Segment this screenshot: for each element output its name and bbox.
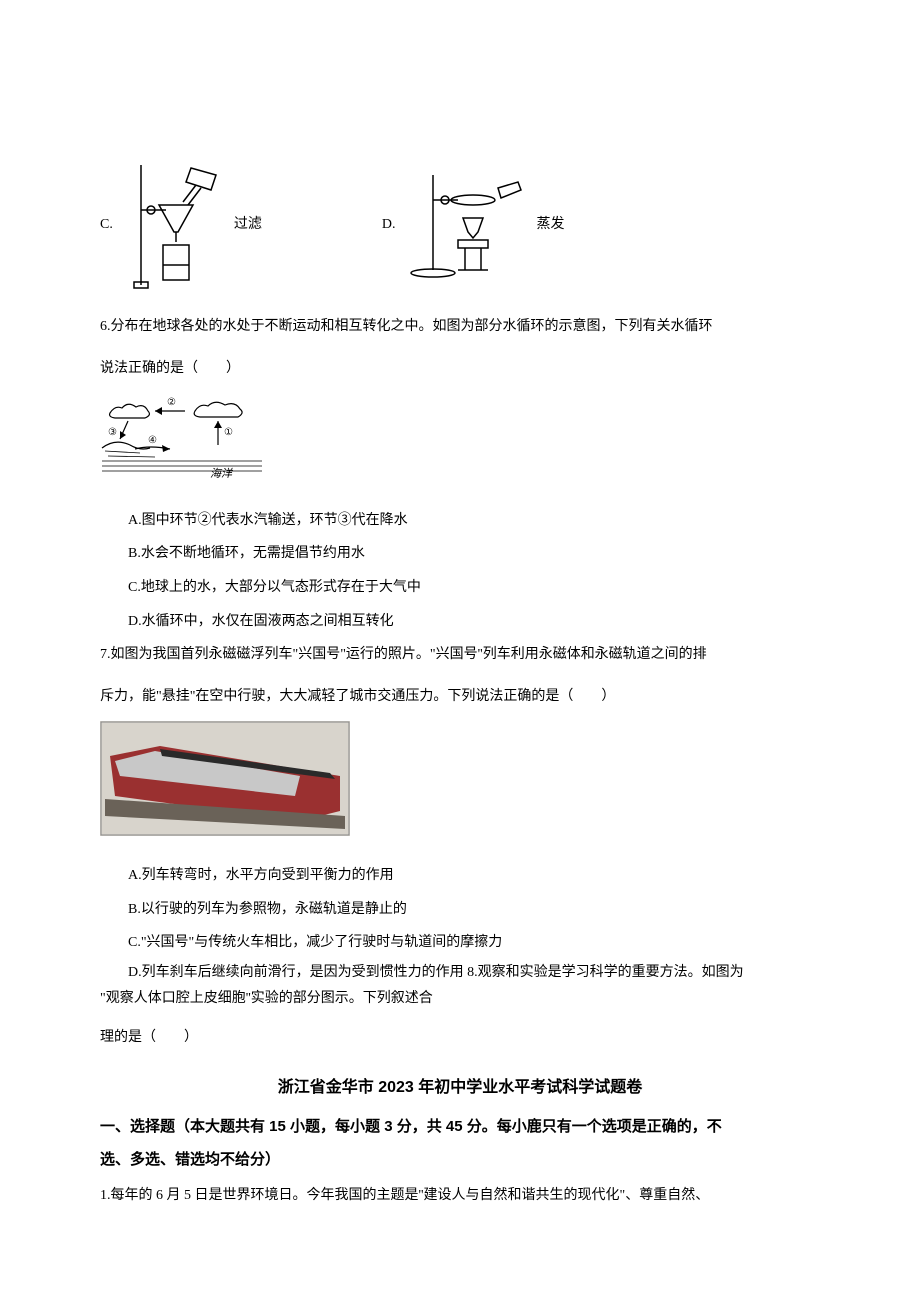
options-c-d-row: C. 过滤 D.: [100, 160, 820, 290]
filter-icon: [121, 160, 226, 290]
sea-label: 海洋: [210, 467, 234, 480]
filter-diagram: [121, 160, 226, 290]
q6-text-line2: 说法正确的是（ ）: [100, 352, 820, 386]
water-cycle-icon: ② ① ③ ④ 海洋: [100, 393, 265, 481]
q7-text-line1: 7.如图为我国首列永磁磁浮列车"兴国号"运行的照片。"兴国号''列车利用永磁体和…: [100, 638, 820, 672]
q7-text-line3: "观察人体口腔上皮细胞''实验的部分图示。下列叙述合: [100, 986, 820, 1013]
option-d-text: 蒸发: [536, 212, 564, 239]
train-photo-container: [100, 721, 820, 847]
q6-option-b: B.水会不断地循环，无需提倡节约用水: [100, 537, 820, 571]
option-d-label: D.: [382, 212, 396, 239]
q7-option-b: B.以行驶的列车为参照物，永磁轨道是静止的: [100, 893, 820, 927]
q7-text-line2: 斥力，能"悬挂"在空中行驶，大大减轻了城市交通压力。下列说法正确的是（ ）: [100, 680, 820, 714]
q7-option-c: C."兴国号"与传统火车相比，减少了行驶时与轨道间的摩擦力: [100, 926, 820, 960]
option-d: D. 蒸发: [382, 170, 565, 280]
option-c-text: 过滤: [234, 212, 262, 239]
train-photo: [100, 721, 350, 836]
label-1: ①: [224, 427, 233, 438]
label-4: ④: [148, 435, 157, 446]
q6-option-d: D.水循环中，水仅在固液两态之间相互转化: [100, 605, 820, 639]
q7-text-line4: 理的是（ ）: [100, 1021, 820, 1055]
label-2: ②: [167, 397, 176, 408]
q7-option-d: D.列车刹车后继续向前滑行，是因为受到惯性力的作用 8.观察和实验是学习科学的重…: [100, 960, 820, 987]
q6-option-c: C.地球上的水，大部分以气态形式存在于大气中: [100, 571, 820, 605]
section1-line2: 选、多选、错选均不给分）: [100, 1146, 820, 1173]
section1-line1: 一、选择题（本大题共有 15 小题，每小题 3 分，共 45 分。每小鹿只有一个…: [100, 1113, 820, 1140]
q6-text-line1: 6.分布在地球各处的水处于不断运动和相互转化之中。如图为部分水循环的示意图，下列…: [100, 310, 820, 344]
label-3: ③: [108, 427, 117, 438]
option-c-label: C.: [100, 212, 113, 239]
option-c: C. 过滤: [100, 160, 262, 290]
exam-q1: 1.每年的 6 月 5 日是世界环境日。今年我国的主题是''建设人与自然和谐共生…: [100, 1179, 820, 1213]
q6-option-a: A.图中环节②代表水汽输送，环节③代在降水: [100, 504, 820, 538]
evaporation-icon: [403, 170, 528, 280]
q7-option-a: A.列车转弯时，水平方向受到平衡力的作用: [100, 859, 820, 893]
evaporation-diagram: [403, 170, 528, 280]
exam-title: 浙江省金华市 2023 年初中学业水平考试科学试题卷: [100, 1073, 820, 1103]
water-cycle-diagram: ② ① ③ ④ 海洋: [100, 393, 820, 492]
